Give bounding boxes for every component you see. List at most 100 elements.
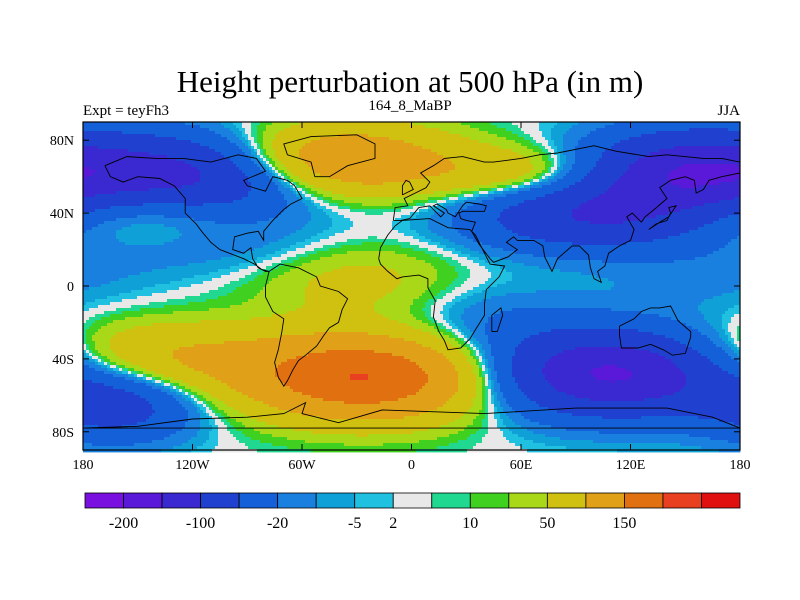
field-cell (131, 359, 134, 362)
field-cell (131, 422, 134, 425)
field-cell (122, 374, 125, 377)
field-cell (104, 302, 107, 305)
field-cell (107, 182, 110, 185)
field-cell (131, 362, 134, 365)
field-cell (92, 158, 95, 161)
field-cell (131, 416, 134, 419)
field-cell (104, 329, 107, 332)
field-cell (86, 293, 89, 296)
field-cell (131, 251, 134, 254)
field-cell (119, 323, 122, 326)
field-cell (128, 170, 131, 173)
field-cell (122, 227, 125, 230)
field-cell (101, 422, 104, 425)
field-cell (116, 251, 119, 254)
field-cell (86, 134, 89, 137)
field-cell (125, 224, 128, 227)
field-cell (101, 353, 104, 356)
field-cell (110, 407, 113, 410)
field-cell (92, 245, 95, 248)
field-cell (98, 383, 101, 386)
field-cell (131, 221, 134, 224)
field-cell (92, 251, 95, 254)
field-cell (134, 152, 137, 155)
field-cell (89, 212, 92, 215)
field-contours (83, 122, 740, 452)
field-cell (101, 218, 104, 221)
field-cell (116, 137, 119, 140)
field-cell (89, 227, 92, 230)
field-cell (128, 125, 131, 128)
field-cell (122, 284, 125, 287)
field-cell (110, 140, 113, 143)
field-cell (110, 344, 113, 347)
field-cell (92, 212, 95, 215)
field-cell (134, 140, 137, 143)
field-cell (92, 368, 95, 371)
field-cell (107, 224, 110, 227)
field-cell (104, 314, 107, 317)
field-cell (110, 299, 113, 302)
field-cell (86, 419, 89, 422)
field-cell (131, 173, 134, 176)
field-cell (125, 356, 128, 359)
field-cell (128, 341, 131, 344)
field-cell (98, 194, 101, 197)
field-cell (116, 392, 119, 395)
field-cell (95, 224, 98, 227)
field-cell (104, 410, 107, 413)
field-cell (86, 179, 89, 182)
field-cell (104, 176, 107, 179)
field-cell (128, 275, 131, 278)
field-cell (116, 263, 119, 266)
field-cell (119, 161, 122, 164)
field-cell (86, 227, 89, 230)
field-cell (86, 269, 89, 272)
field-cell (122, 260, 125, 263)
field-cell (89, 254, 92, 257)
field-cell (107, 323, 110, 326)
experiment-label: Expt = teyFh3 (83, 103, 169, 119)
field-cell (110, 446, 113, 449)
field-cell (110, 134, 113, 137)
field-cell (128, 338, 131, 341)
field-cell (113, 329, 116, 332)
field-cell (131, 320, 134, 323)
field-cell (86, 131, 89, 134)
field-cell (95, 170, 98, 173)
field-cell (104, 191, 107, 194)
field-cell (98, 386, 101, 389)
field-cell (92, 278, 95, 281)
field-cell (104, 350, 107, 353)
field-cell (89, 218, 92, 221)
field-cell (113, 341, 116, 344)
field-cell (119, 296, 122, 299)
field-cell (86, 347, 89, 350)
field-cell (89, 200, 92, 203)
field-cell (107, 383, 110, 386)
field-cell (104, 239, 107, 242)
field-cell (122, 170, 125, 173)
field-cell (110, 137, 113, 140)
field-cell (101, 203, 104, 206)
field-cell (98, 191, 101, 194)
field-cell (92, 221, 95, 224)
field-cell (104, 437, 107, 440)
field-cell (95, 218, 98, 221)
field-cell (125, 128, 128, 131)
field-cell (95, 269, 98, 272)
field-cell (119, 353, 122, 356)
field-cell (104, 254, 107, 257)
field-cell (122, 299, 125, 302)
field-cell (113, 404, 116, 407)
field-cell (101, 431, 104, 434)
field-cell (92, 284, 95, 287)
field-cell (107, 413, 110, 416)
field-cell (101, 326, 104, 329)
field-cell (98, 317, 101, 320)
field-cell (113, 167, 116, 170)
field-cell (92, 197, 95, 200)
field-cell (107, 137, 110, 140)
field-cell (113, 401, 116, 404)
field-cell (119, 275, 122, 278)
